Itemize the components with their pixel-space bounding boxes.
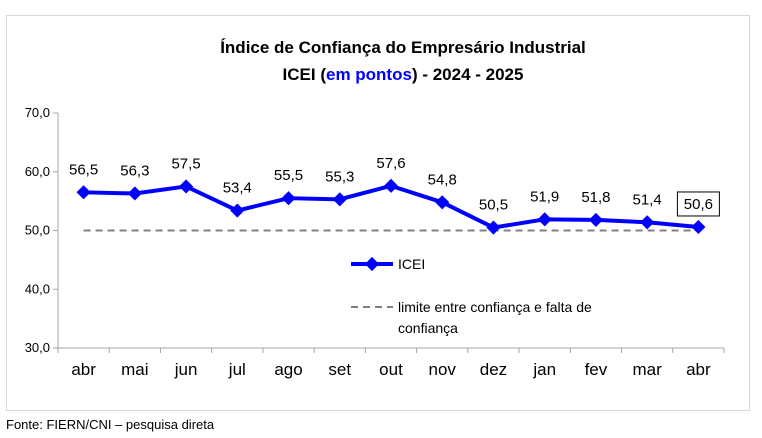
x-tick-label: ago [274,360,302,379]
x-tick-label: mar [633,360,663,379]
data-label: 50,6 [684,196,713,213]
data-point [281,191,296,206]
data-label: 53,4 [223,180,252,197]
chart-svg: Índice de Confiança do Empresário Indust… [25,38,725,379]
data-point [435,195,450,210]
x-tick-label: mai [121,360,148,379]
y-tick-label: 40,0 [25,281,50,296]
data-point [332,192,347,207]
x-tick-label: jan [532,360,556,379]
chart-title-part-post: ) - 2024 - 2025 [412,65,524,84]
source-note: Fonte: FIERN/CNI – pesquisa direta [6,417,215,432]
data-point [588,212,603,227]
chart-title-part-accent: em pontos [326,65,412,84]
data-label: 51,8 [581,189,610,206]
x-tick-label: fev [585,360,608,379]
data-label: 51,4 [633,191,662,208]
data-label: 55,5 [274,167,303,184]
data-label: 55,3 [325,168,354,185]
data-point [76,185,91,200]
data-label: 57,5 [171,155,200,172]
data-label: 56,3 [120,162,149,179]
legend: ICEI limite entre confiança e falta de c… [351,256,592,336]
x-tick-label: nov [429,360,457,379]
data-point [640,215,655,230]
legend-reference-label-line-2: confiança [398,320,458,336]
y-tick-label: 30,0 [25,340,50,355]
y-tick-label: 70,0 [25,105,50,120]
data-label: 54,8 [428,171,457,188]
data-point [383,178,399,193]
x-tick-label: dez [480,360,507,379]
x-tick-label: out [379,360,403,379]
chart-title-line-1: Índice de Confiança do Empresário Indust… [220,38,586,57]
data-label: 56,5 [69,161,98,178]
data-point [486,220,501,235]
legend-reference-label-line-1: limite entre confiança e falta de [398,299,592,315]
axes: 30,0 40,0 50,0 60,0 70,0 abr mai jun jul ago set ou… [25,105,725,379]
y-tick-label: 60,0 [25,164,50,179]
series-group [76,178,706,235]
data-label: 50,5 [479,197,508,214]
data-label: 57,6 [376,155,405,172]
x-tick-label: jun [174,360,198,379]
data-point [179,179,194,194]
x-tick-label: abr [71,360,96,379]
data-labels: 56,5 56,3 57,5 53,4 55,5 55,3 57,6 54,8 50,5 51,9… [69,155,720,217]
y-tick-label: 50,0 [25,223,50,238]
legend-icei-marker [364,256,380,272]
data-label: 51,9 [530,188,559,205]
data-point [127,186,142,201]
highlighted-label-box [676,191,720,217]
chart-title-part-pre: ICEI ( [283,65,327,84]
data-point [691,219,706,235]
x-tick-label: abr [686,360,711,379]
data-point [537,212,552,227]
x-tick-label: jul [228,360,246,379]
chart-frame: Índice de Confiança do Empresário Indust… [6,15,750,411]
x-tick-label: set [328,360,351,379]
legend-icei-label: ICEI [398,256,425,272]
chart-title-line-2: ICEI (em pontos) - 2024 - 2025 [283,65,524,84]
data-point [230,203,245,218]
